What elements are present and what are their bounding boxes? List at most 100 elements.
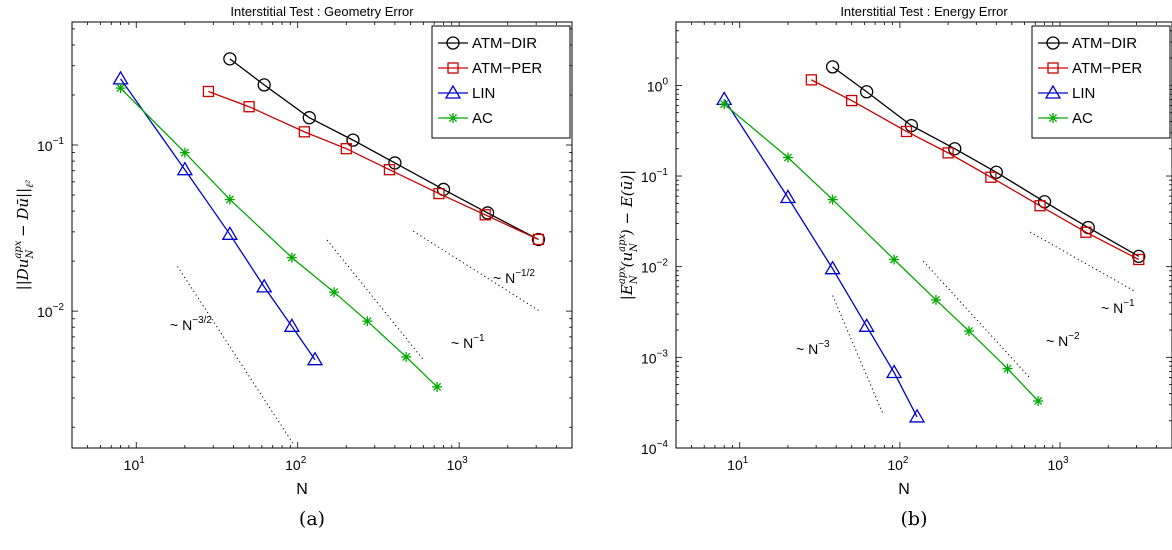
data-point-triangle <box>858 318 875 332</box>
data-point-circle <box>223 52 237 66</box>
y-tick-label: 10−2 <box>37 302 64 320</box>
data-point-circle <box>257 78 271 92</box>
x-tick-label: 102 <box>285 455 307 473</box>
data-point-star <box>224 194 235 205</box>
x-tick-label: 103 <box>1047 455 1069 473</box>
series-line <box>120 87 438 388</box>
data-point-square <box>479 209 491 221</box>
series-lin <box>112 70 324 366</box>
reference-slope-label: ~ N−1 <box>451 333 485 351</box>
x-axis-label: N <box>898 481 910 498</box>
legend: ATM−DIR ATM−PER LIN AC <box>1031 25 1171 139</box>
data-point-square <box>985 171 997 183</box>
legend-item: LIN <box>1038 84 1095 102</box>
reference-slope-label: ~ N−3 <box>796 339 830 357</box>
data-point-star <box>115 83 126 94</box>
y-tick-label: 10−2 <box>641 258 668 276</box>
data-point-star <box>1033 395 1044 406</box>
axes-box <box>71 21 573 449</box>
series-line <box>811 79 1140 261</box>
data-point-square <box>1080 226 1092 238</box>
series-lin <box>716 91 926 423</box>
data-point-square <box>433 187 445 200</box>
data-point-triangle <box>824 260 841 275</box>
panel-label: (b) <box>901 508 928 530</box>
series-line <box>120 78 316 361</box>
data-point-star <box>179 147 190 158</box>
legend: ATM−DIR ATM−PER LIN AC <box>431 25 571 139</box>
chart-panel-b: Interstitial Test : Energy Error 101 102 10… <box>617 4 1172 530</box>
legend-item: AC <box>438 110 493 127</box>
x-tick-label: 101 <box>124 455 146 473</box>
reference-slope-label: ~ N−1 <box>1101 298 1135 316</box>
series-atm-per <box>202 85 545 246</box>
x-tick-label: 101 <box>727 455 749 473</box>
legend-item: ATM−DIR <box>438 35 537 52</box>
data-point-square <box>383 164 396 176</box>
data-point-square <box>846 94 858 107</box>
data-point-star <box>782 152 793 163</box>
y-axis-label: |EapxN(uapxN) − E(ū)| <box>617 170 640 300</box>
legend-label: ATM−DIR <box>472 35 537 52</box>
data-point-star <box>1048 113 1058 123</box>
data-point-circle <box>948 142 962 156</box>
data-point-square <box>447 62 459 74</box>
data-point-star <box>329 287 340 298</box>
data-point-square <box>243 101 255 113</box>
data-point-triangle <box>176 161 193 176</box>
legend-label: AC <box>1072 110 1093 127</box>
series-line <box>832 66 1140 257</box>
y-tick-label: 100 <box>647 76 669 94</box>
data-point-square <box>202 85 215 98</box>
data-point-star <box>362 316 373 327</box>
data-point-square <box>340 143 352 155</box>
y-tick-label: 10−3 <box>641 348 668 366</box>
chart-title: Interstitial Test : Geometry Error <box>230 4 414 19</box>
data-point-square <box>805 74 818 86</box>
reference-slope-line <box>1029 231 1135 292</box>
data-point-star <box>1002 363 1013 374</box>
data-point-triangle <box>779 189 797 204</box>
data-point-star <box>963 326 974 337</box>
data-point-triangle <box>256 278 273 293</box>
x-axis-label: N <box>296 481 308 498</box>
legend-item: ATM−DIR <box>1038 35 1137 52</box>
y-tick-label: 10−4 <box>641 439 668 457</box>
data-point-star <box>448 113 458 123</box>
data-point-circle <box>446 36 460 50</box>
data-point-triangle <box>306 351 324 366</box>
legend-label: AC <box>472 110 493 127</box>
data-point-circle <box>346 133 360 147</box>
data-point-square <box>942 147 954 159</box>
reference-slope-label: ~ N−2 <box>1046 331 1080 349</box>
legend-label: ATM−DIR <box>1072 35 1137 52</box>
x-tick-label: 102 <box>887 455 909 473</box>
series-line <box>723 99 918 418</box>
y-tick-label: 10−1 <box>37 136 64 154</box>
data-point-circle <box>825 60 840 74</box>
chart-panel-a: Interstitial Test : Geometry Error 101 102… <box>13 4 573 530</box>
reference-slope-label: ~ N−3/2 <box>170 315 212 333</box>
chart-title: Interstitial Test : Energy Error <box>840 4 1008 19</box>
legend-item: ATM−PER <box>438 60 542 77</box>
data-point-circle <box>531 232 546 247</box>
legend-label: ATM−PER <box>472 60 542 77</box>
data-point-square <box>298 126 311 138</box>
y-axis-label: ||DuapxN − Dū||ℓ² <box>13 180 36 291</box>
axes-box <box>675 21 1172 449</box>
data-point-circle <box>302 111 316 125</box>
data-point-square <box>1034 200 1046 212</box>
reference-slope-line <box>922 260 1031 379</box>
data-point-triangle <box>908 408 926 423</box>
series-ac <box>719 99 1044 406</box>
series-line <box>723 103 1039 402</box>
data-point-triangle <box>283 318 300 332</box>
legend-label: LIN <box>472 85 495 102</box>
legend-item: AC <box>1038 110 1093 127</box>
series-line <box>208 90 539 241</box>
data-point-star <box>286 252 297 263</box>
data-point-star <box>719 99 730 110</box>
data-point-square <box>1133 253 1145 266</box>
legend-label: ATM−PER <box>1072 60 1142 77</box>
